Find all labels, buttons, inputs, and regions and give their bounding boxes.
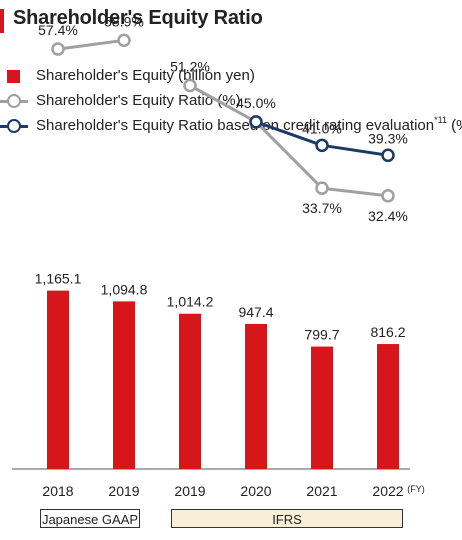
rating-value-label: 39.3% (368, 130, 408, 146)
ratio-line-segment (189, 84, 389, 198)
x-axis-unit: (FY) (407, 484, 425, 494)
legend-label-ratio: Shareholder's Equity Ratio (%) (36, 92, 241, 109)
ratio-point (51, 42, 65, 56)
legend-label-rating-unit: (%) (451, 117, 462, 134)
ratio-value-label: 51.2% (170, 58, 210, 74)
rating-point (315, 138, 329, 153)
ratio-point (117, 33, 131, 48)
bar-2022-5 (377, 344, 399, 469)
bar-value-label: 799.7 (304, 327, 339, 343)
ratio-value-label: 33.7% (302, 200, 342, 216)
ratio-point (315, 181, 329, 195)
bar-value-label: 1,094.8 (101, 281, 148, 297)
legend-label-rating-main: Shareholder's Equity Ratio based on cred… (36, 117, 435, 134)
bar-2018-0 (47, 290, 69, 469)
bar-2019-2 (179, 313, 201, 469)
rating-value-label: 41.0% (302, 120, 342, 136)
legend-swatch-rating-dot (7, 119, 21, 133)
legend-label-equity: Shareholder's Equity (billion yen) (36, 67, 255, 84)
rating-point (249, 115, 263, 129)
bar-2020-3 (245, 323, 267, 469)
x-tick-label: 2018 (42, 483, 73, 499)
ratio-point (183, 78, 197, 93)
legend-label-rating: Shareholder's Equity Ratio based on cred… (36, 115, 462, 134)
legend-label-rating-sup: *11 (434, 115, 447, 125)
title-accent-bar (0, 9, 4, 33)
x-tick-label: 2020 (240, 483, 271, 499)
bar-value-label: 1,014.2 (167, 294, 214, 310)
x-tick-label: 2022 (372, 483, 403, 499)
ratio-point (381, 189, 395, 203)
bar-value-label: 816.2 (370, 324, 405, 340)
chart-title: Shareholder's Equity Ratio (13, 7, 263, 29)
standard-jgaap-box: Japanese GAAP (40, 509, 140, 528)
x-tick-label: 2019 (174, 483, 205, 499)
ratio-value-label: 45.0% (236, 95, 276, 111)
ratio-line-segment (57, 38, 125, 51)
ratio-value-label: 57.4% (38, 22, 78, 38)
rating-point (381, 148, 395, 163)
ratio-value-label: 58.9% (104, 13, 144, 29)
bar-2021-4 (311, 346, 333, 469)
x-tick-label: 2021 (306, 483, 337, 499)
x-tick-label: 2019 (108, 483, 139, 499)
bar-value-label: 947.4 (238, 304, 273, 320)
bar-2019-1 (113, 301, 135, 469)
ratio-value-label: 32.4% (368, 208, 408, 224)
legend-swatch-ratio-dot (7, 94, 21, 108)
standard-ifrs-box: IFRS (171, 509, 403, 528)
legend-swatch-bar (7, 70, 20, 83)
bar-value-label: 1,165.1 (35, 271, 82, 287)
